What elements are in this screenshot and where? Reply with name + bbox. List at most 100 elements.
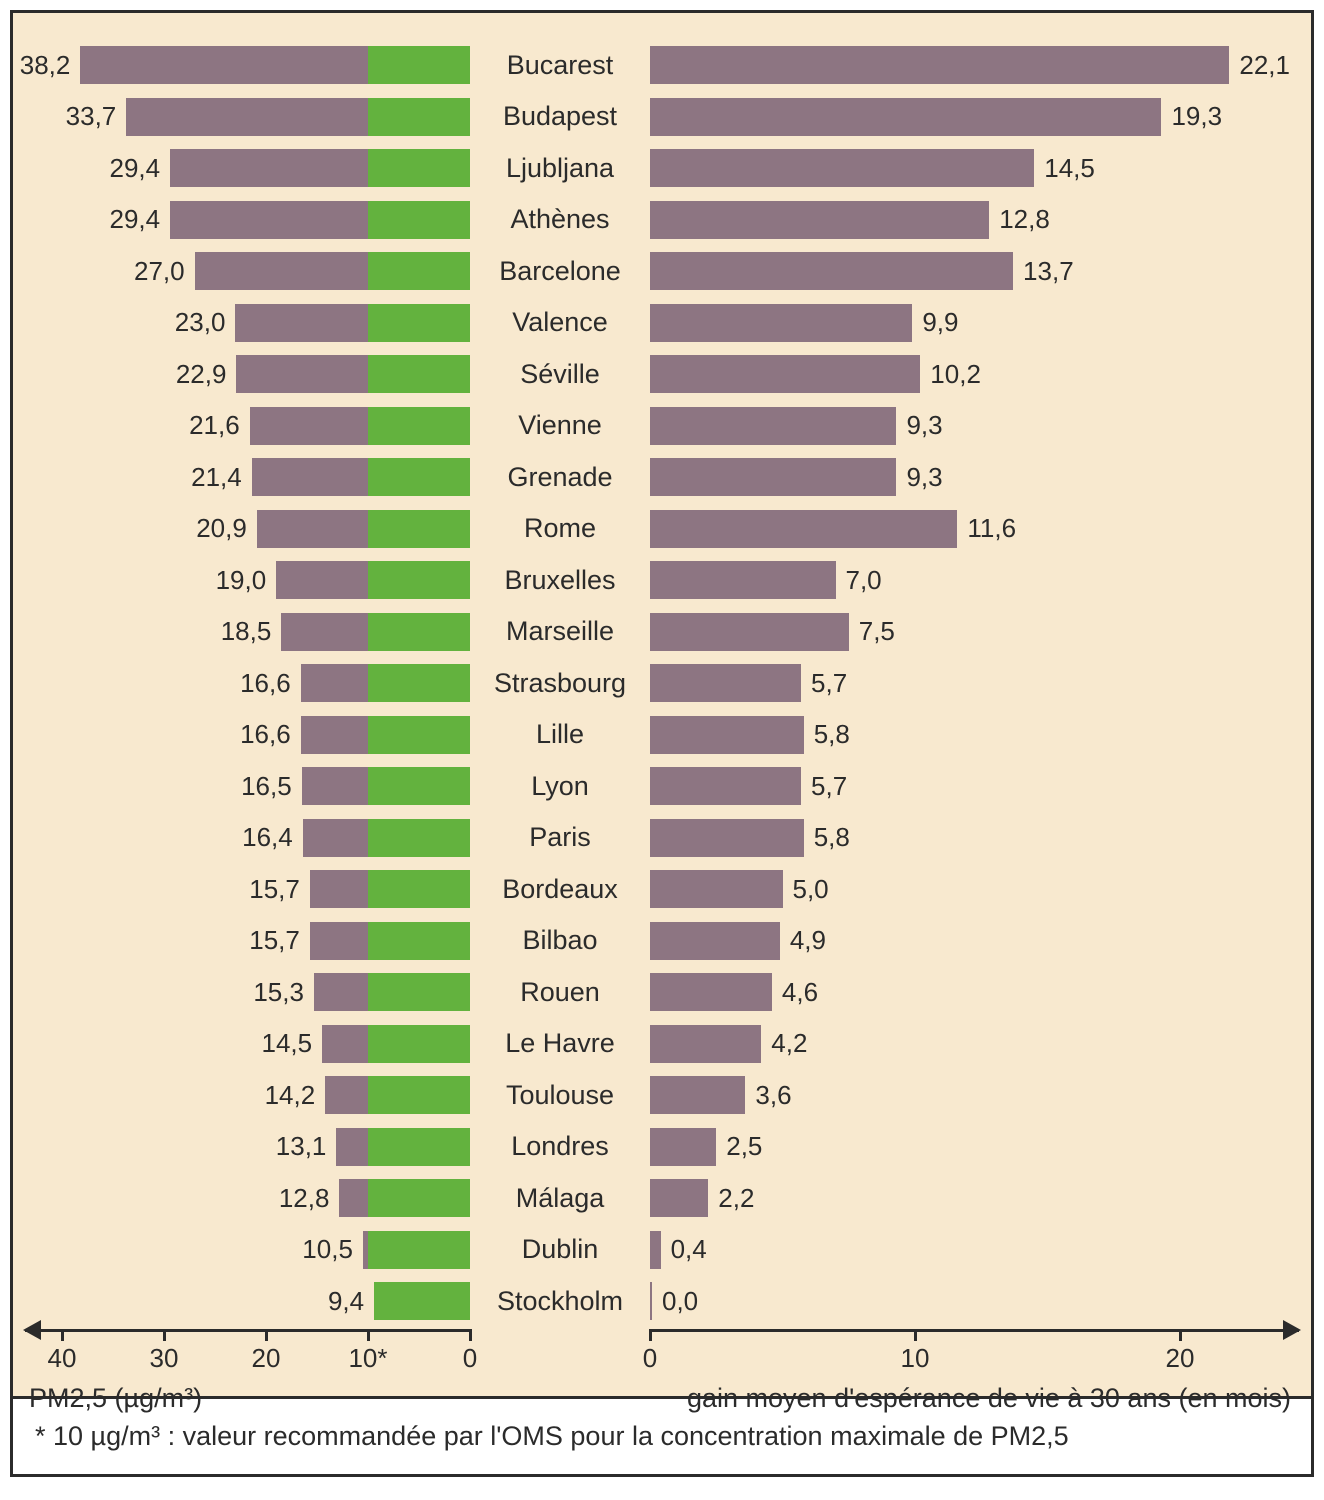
pm-bar <box>126 98 470 136</box>
pm-value-label: 9,4 <box>328 1286 364 1317</box>
table-row: 16,5Lyon5,7 <box>25 762 1299 810</box>
pm-value-label: 16,6 <box>240 668 291 699</box>
pm-bar-threshold-segment <box>368 407 470 445</box>
gain-value-label: 12,8 <box>999 204 1050 235</box>
left-axis-tick-label: 30 <box>150 1343 179 1374</box>
city-label: Bucarest <box>470 50 650 81</box>
gain-bar <box>650 1025 761 1063</box>
pm-bar <box>314 973 470 1011</box>
pm-value-label: 29,4 <box>110 153 161 184</box>
pm-bar <box>302 767 470 805</box>
right-bar-cell: 4,6 <box>650 968 1290 1016</box>
table-row: 16,6Strasbourg5,7 <box>25 659 1299 707</box>
pm-value-label: 14,5 <box>262 1028 313 1059</box>
city-label: Londres <box>470 1131 650 1162</box>
gain-value-label: 14,5 <box>1044 153 1095 184</box>
city-label: Málaga <box>470 1183 650 1214</box>
pm-value-label: 13,1 <box>276 1131 327 1162</box>
pm-bar-threshold-segment <box>368 664 470 702</box>
table-row: 10,5Dublin0,4 <box>25 1226 1299 1274</box>
gain-value-label: 19,3 <box>1171 101 1222 132</box>
city-label: Grenade <box>470 462 650 493</box>
right-axis-tick-label: 0 <box>643 1343 657 1374</box>
pm-value-label: 15,3 <box>253 977 304 1008</box>
pm-bar-threshold-segment <box>368 973 470 1011</box>
pm-bar-excess-segment <box>314 973 368 1011</box>
right-axis-tick <box>1179 1329 1182 1341</box>
gain-bar <box>650 98 1161 136</box>
left-bar-cell: 29,4 <box>25 144 470 192</box>
right-bar-cell: 14,5 <box>650 144 1290 192</box>
city-label: Vienne <box>470 410 650 441</box>
city-label: Bruxelles <box>470 565 650 596</box>
gain-value-label: 0,4 <box>671 1234 707 1265</box>
table-row: 16,6Lille5,8 <box>25 711 1299 759</box>
pm-value-label: 15,7 <box>249 925 300 956</box>
right-bar-cell: 2,5 <box>650 1123 1290 1171</box>
left-bar-cell: 14,2 <box>25 1071 470 1119</box>
table-row: 18,5Marseille7,5 <box>25 608 1299 656</box>
bar-rows: 38,2Bucarest22,133,7Budapest19,329,4Ljub… <box>25 41 1299 1325</box>
gain-bar <box>650 201 989 239</box>
left-bar-cell: 21,4 <box>25 453 470 501</box>
city-label: Stockholm <box>470 1286 650 1317</box>
right-axis-tick-label: 20 <box>1166 1343 1195 1374</box>
pm-bar-threshold-segment <box>368 355 470 393</box>
pm-bar-excess-segment <box>281 613 368 651</box>
chart-container: 38,2Bucarest22,133,7Budapest19,329,4Ljub… <box>10 10 1314 1477</box>
right-bar-cell: 0,4 <box>650 1226 1290 1274</box>
pm-bar-threshold-segment <box>368 561 470 599</box>
table-row: 22,9Séville10,2 <box>25 350 1299 398</box>
table-row: 15,7Bilbao4,9 <box>25 917 1299 965</box>
gain-value-label: 5,8 <box>814 719 850 750</box>
city-label: Lyon <box>470 771 650 802</box>
left-bar-cell: 38,2 <box>25 41 470 89</box>
city-label: Barcelone <box>470 256 650 287</box>
table-row: 9,4Stockholm0,0 <box>25 1277 1299 1325</box>
right-bar-cell: 5,7 <box>650 762 1290 810</box>
table-row: 13,1 Londres2,5 <box>25 1123 1299 1171</box>
pm-bar-threshold-segment <box>368 716 470 754</box>
pm-value-label: 20,9 <box>196 513 247 544</box>
pm-bar-threshold-segment <box>368 922 470 960</box>
gain-bar <box>650 819 804 857</box>
gain-bar <box>650 304 912 342</box>
pm-bar <box>195 252 470 290</box>
left-bar-cell: 10,5 <box>25 1226 470 1274</box>
gain-bar <box>650 767 801 805</box>
pm-bar-excess-segment <box>195 252 368 290</box>
pm-bar <box>374 1282 470 1320</box>
right-bar-cell: 5,8 <box>650 711 1290 759</box>
left-axis-line <box>25 1329 470 1332</box>
pm-bar <box>310 870 470 908</box>
gain-bar <box>650 561 836 599</box>
left-bar-cell: 18,5 <box>25 608 470 656</box>
gain-value-label: 5,0 <box>793 874 829 905</box>
city-label: Strasbourg <box>470 668 650 699</box>
right-axis-tick <box>914 1329 917 1341</box>
city-label: Bordeaux <box>470 874 650 905</box>
pm-bar-excess-segment <box>250 407 368 445</box>
gain-value-label: 2,2 <box>718 1183 754 1214</box>
pm-bar-threshold-segment <box>374 1282 470 1320</box>
pm-bar-excess-segment <box>303 819 368 857</box>
city-label: Athènes <box>470 204 650 235</box>
right-bar-cell: 2,2 <box>650 1174 1290 1222</box>
table-row: 21,6Vienne9,3 <box>25 402 1299 450</box>
chart-plot-area: 38,2Bucarest22,133,7Budapest19,329,4Ljub… <box>13 13 1311 1399</box>
pm-bar-threshold-segment <box>368 767 470 805</box>
pm-value-label: 16,4 <box>242 822 293 853</box>
pm-bar-excess-segment <box>301 664 368 702</box>
left-axis-tick <box>469 1329 472 1341</box>
right-bar-cell: 7,5 <box>650 608 1290 656</box>
right-bar-cell: 11,6 <box>650 505 1290 553</box>
left-bar-cell: 14,5 <box>25 1020 470 1068</box>
pm-bar <box>336 1128 470 1166</box>
table-row: 38,2Bucarest22,1 <box>25 41 1299 89</box>
right-bar-cell: 5,0 <box>650 865 1290 913</box>
pm-bar <box>236 355 470 393</box>
pm-bar <box>170 201 470 239</box>
pm-value-label: 15,7 <box>249 874 300 905</box>
gain-bar <box>650 973 772 1011</box>
right-axis-line <box>650 1329 1299 1332</box>
